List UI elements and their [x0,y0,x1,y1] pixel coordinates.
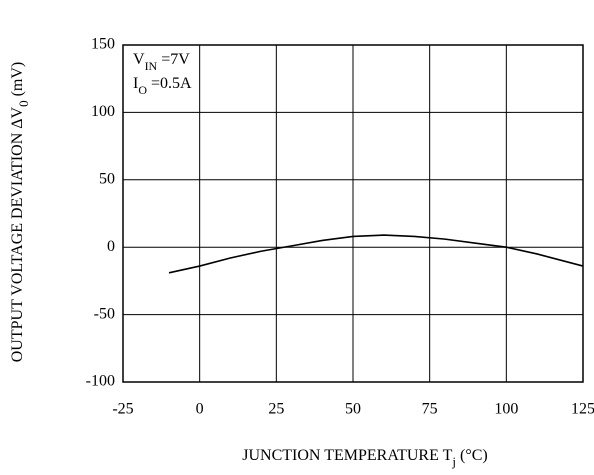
x-tick-label: 100 [494,401,518,418]
y-tick-label: 150 [91,36,115,53]
annotation-part: O [138,83,147,97]
plot-border [122,44,584,383]
y-tick-label: 0 [107,238,115,255]
y-axis-label: OUTPUT VOLTAGE DEVIATION ΔV0 (mV) [9,62,32,363]
annotation: IO =0.5A [133,75,192,97]
x-tick-label: 50 [345,401,361,418]
x-axis-label-part: j [451,454,456,469]
x-axis-label-part: JUNCTION TEMPERATURE T [242,447,452,464]
annotation-part: I [133,75,138,92]
y-tick-label: 100 [91,103,115,120]
x-axis-label: JUNCTION TEMPERATURE Tj (°C) [242,447,487,470]
x-axis-label-part: (°C) [456,447,488,464]
x-tick-label: 25 [268,401,284,418]
annotation-part: =7V [157,51,190,68]
annotation-part: IN [145,59,158,73]
y-tick-label: 50 [99,170,115,187]
annotation-part: V [133,51,145,68]
x-tick-label: 75 [422,401,438,418]
y-tick-label: -100 [86,373,115,390]
x-tick-label: 0 [196,401,204,418]
y-axis-label-part: OUTPUT VOLTAGE DEVIATION ΔV [9,106,26,362]
x-tick-label: 125 [571,401,594,418]
y-axis-label-part: (mV) [9,62,26,101]
annotation: VIN =7V [133,51,190,73]
x-tick-label: -25 [112,401,133,418]
y-tick-label: -50 [94,305,115,322]
annotation-part: =0.5A [147,75,192,92]
data-line [168,234,584,274]
y-axis-label-part: 0 [16,100,31,107]
